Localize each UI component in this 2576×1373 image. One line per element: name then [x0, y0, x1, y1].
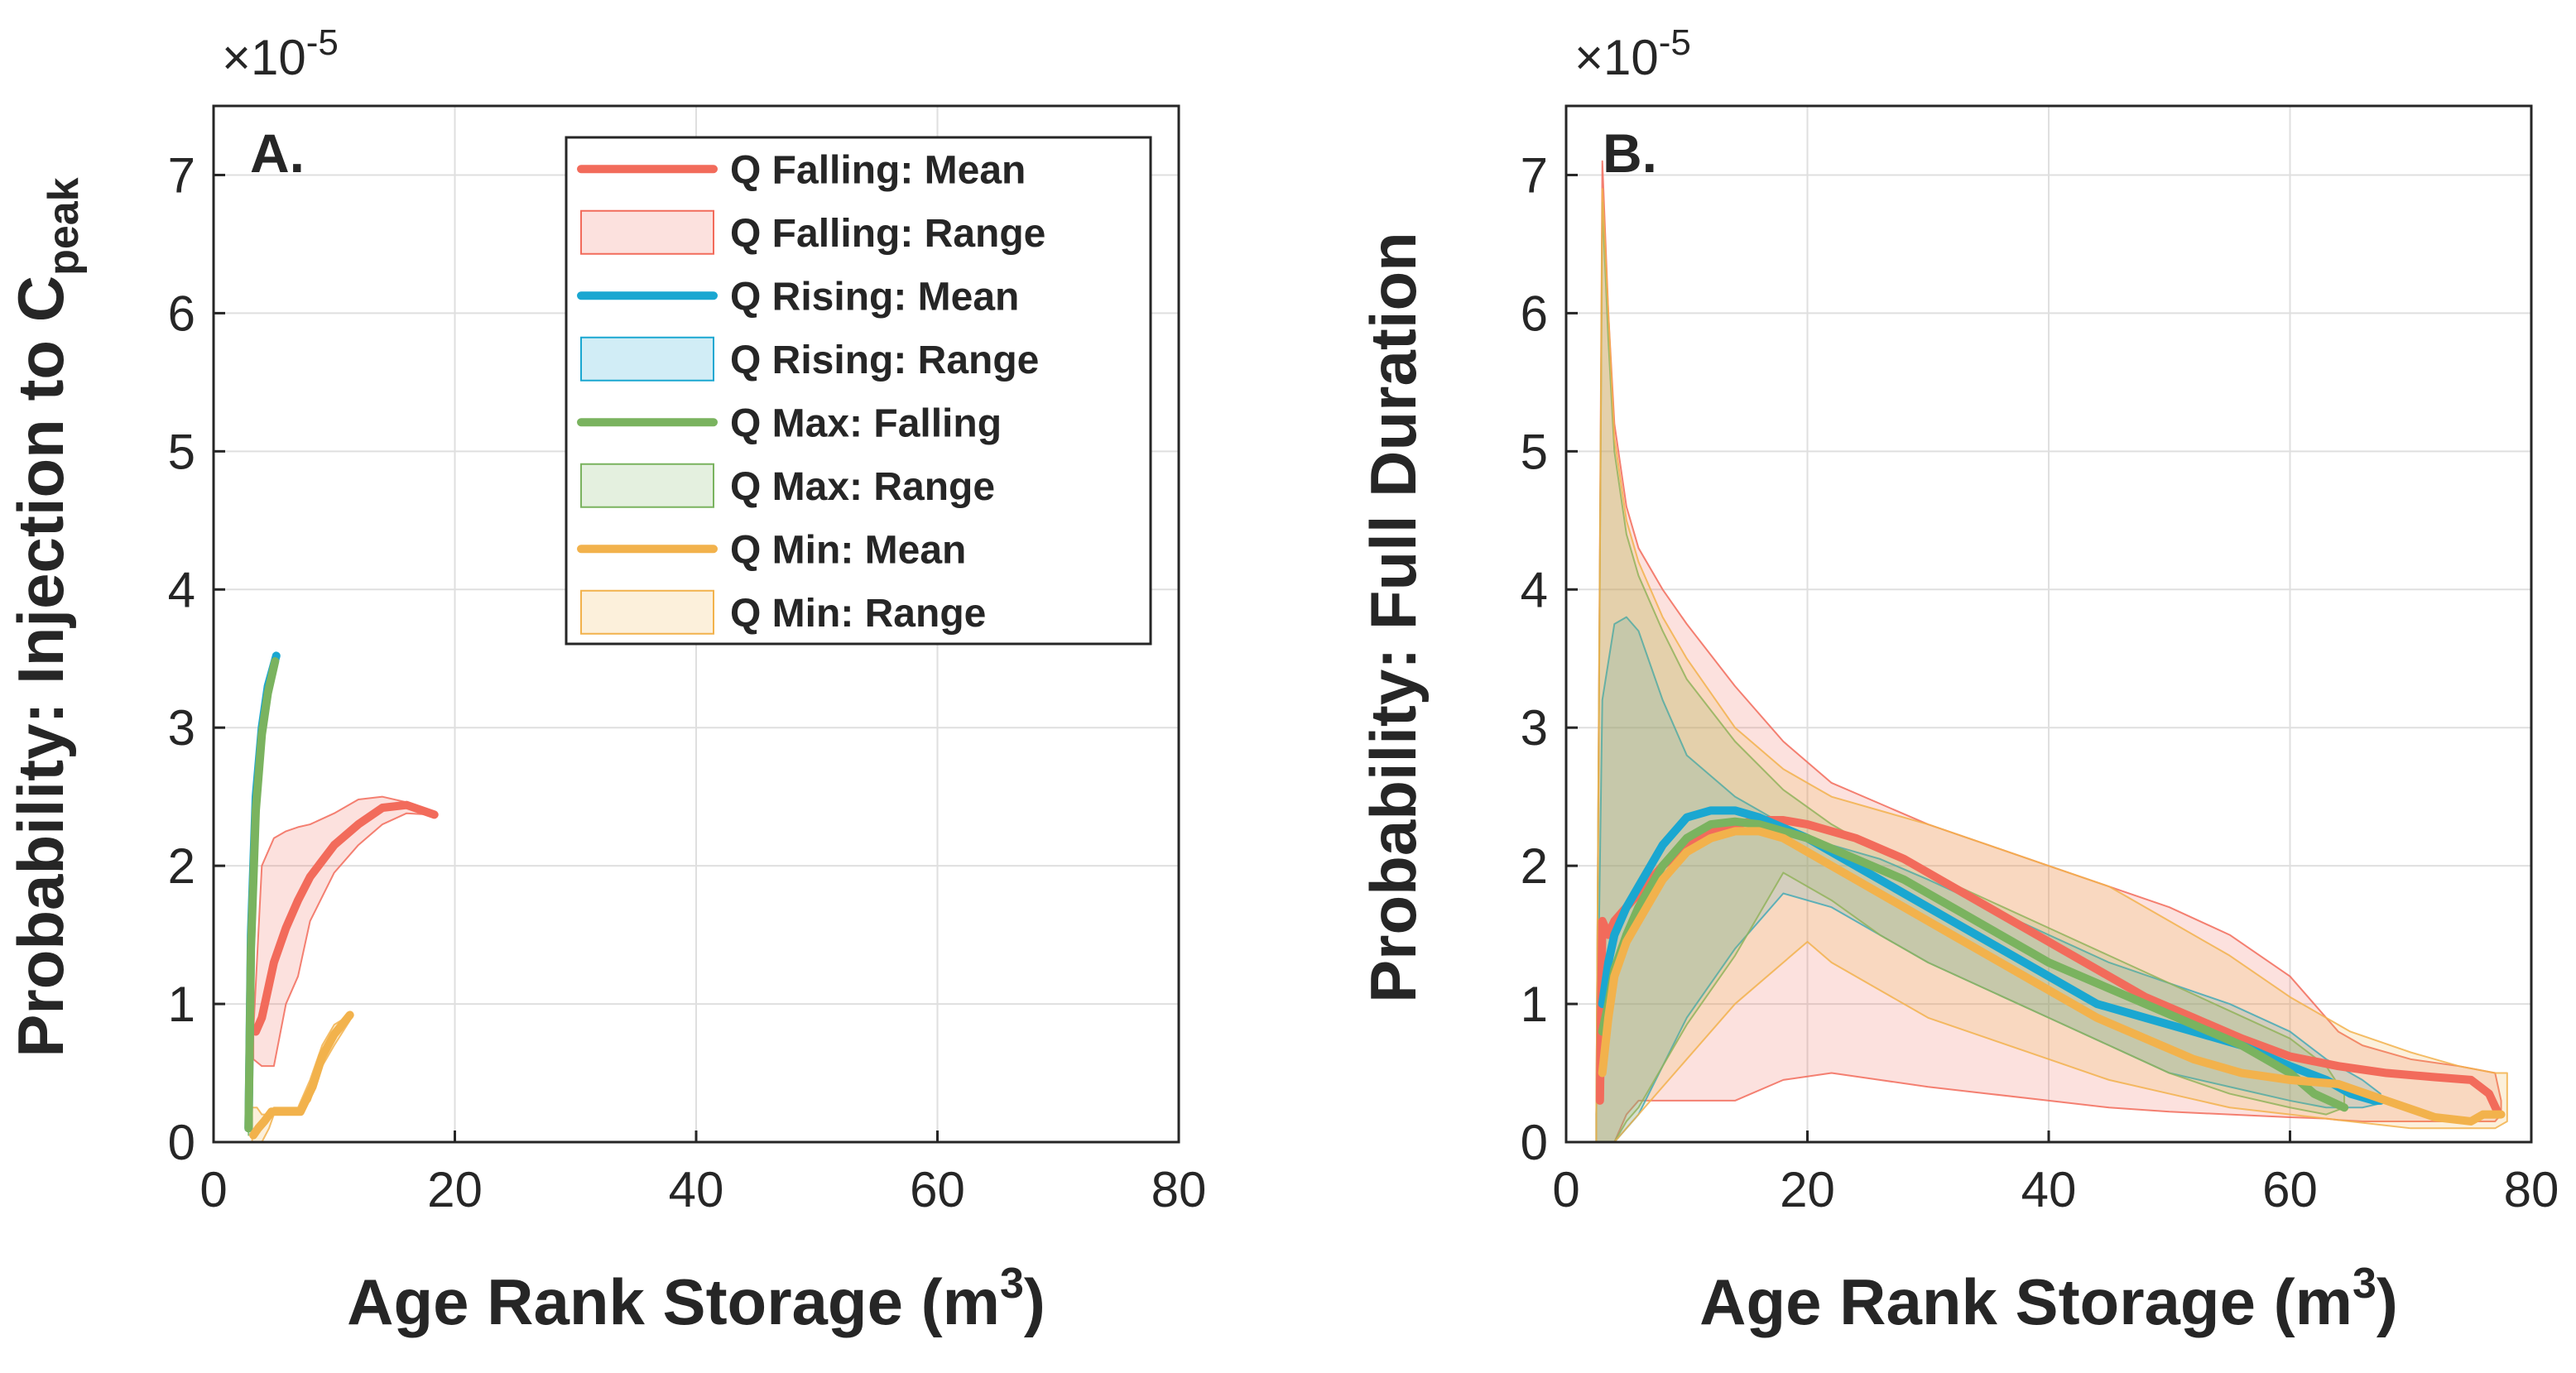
panel-b-x-axis-label-superscript: 3 — [2353, 1260, 2377, 1308]
panel-a-y-axis-label-subscript: peak — [40, 177, 88, 276]
panel-b: 0 20 40 60 80 0 1 2 3 4 5 6 7 B. ×10-5 Age Rank Stor… — [1357, 22, 2559, 1338]
panel-b-ticks: 0 20 40 60 80 0 1 2 3 4 5 6 7 — [1521, 147, 2559, 1217]
legend-label: Q Falling: Range — [730, 212, 1045, 256]
panel-b-y-multiplier: ×10-5 — [1574, 22, 1691, 85]
panel-b-x-axis-label: Age Rank Storage (m3) — [1699, 1260, 2398, 1338]
panel-a-y-multiplier: ×10-5 — [222, 22, 339, 85]
y-tick-label: 5 — [1521, 424, 1548, 479]
panel-a-x-axis-label-close: ) — [1024, 1265, 1045, 1338]
panel-b-y-axis-label: Probability: Full Duration — [1357, 232, 1430, 1003]
series-line-q-min-mean — [1598, 827, 2506, 1126]
legend-swatch-patch — [580, 209, 714, 255]
panel-a-data — [244, 651, 439, 1143]
panel-b-x-axis-label-close: ) — [2377, 1265, 2398, 1338]
y-tick-label: 0 — [1521, 1115, 1548, 1170]
legend-label: Q Min: Range — [730, 592, 986, 636]
x-tick-label: 0 — [1552, 1162, 1579, 1217]
y-tick-label: 7 — [1521, 147, 1548, 203]
y-tick-label: 1 — [1521, 977, 1548, 1032]
y-tick-label: 2 — [1521, 838, 1548, 894]
x-tick-label: 40 — [669, 1162, 724, 1217]
range-band-q-min-range — [1595, 188, 2508, 1143]
y-tick-label: 4 — [1521, 562, 1548, 617]
x-tick-label: 20 — [427, 1162, 483, 1217]
x-tick-label: 80 — [1151, 1162, 1207, 1217]
panel-a-x-axis-label-superscript: 3 — [1000, 1260, 1024, 1308]
legend-label: Q Max: Falling — [730, 401, 1002, 445]
y-tick-label: 7 — [168, 147, 195, 203]
legend-swatch-patch — [580, 589, 714, 635]
series-line-q-max-falling — [244, 657, 280, 1133]
panel-b-data — [1595, 160, 2508, 1143]
panel-a-legend: Q Falling: Mean Q Falling: Range Q Rising:… — [565, 136, 1152, 646]
panel-a-y-axis-label: Probability: Injection to Cpeak — [4, 177, 88, 1057]
x-tick-label: 60 — [2262, 1162, 2318, 1217]
y-tick-label: 2 — [168, 838, 195, 894]
y-tick-label: 5 — [168, 424, 195, 479]
panel-a: 0 20 40 60 80 0 1 2 3 4 5 6 7 A. ×10-5 Age Rank Stor… — [4, 22, 1206, 1338]
series-line-q-rising-mean — [1598, 806, 2385, 1105]
legend-swatch-patch — [580, 336, 714, 382]
x-tick-label: 80 — [2504, 1162, 2559, 1217]
x-tick-label: 0 — [199, 1162, 227, 1217]
panel-a-x-axis-label: Age Rank Storage (m3) — [347, 1260, 1045, 1338]
series-line-q-max-falling — [1598, 817, 2349, 1112]
y-tick-label: 6 — [1521, 286, 1548, 341]
legend-swatch-patch — [580, 463, 714, 508]
y-tick-label: 3 — [168, 700, 195, 756]
legend-box — [565, 136, 1152, 646]
y-tick-label: 6 — [168, 286, 195, 341]
panel-b-label: B. — [1603, 122, 1657, 184]
panel-b-y-multiplier-exponent: -5 — [1659, 22, 1691, 63]
y-tick-label: 3 — [1521, 700, 1548, 756]
panel-a-label: A. — [250, 122, 305, 184]
legend-label: Q Min: Mean — [730, 528, 966, 572]
legend-label: Q Max: Range — [730, 465, 995, 509]
x-tick-label: 20 — [1780, 1162, 1835, 1217]
series-line-q-min-mean — [249, 1011, 354, 1140]
x-tick-label: 40 — [2021, 1162, 2077, 1217]
y-tick-label: 0 — [168, 1115, 195, 1170]
y-tick-label: 1 — [168, 977, 195, 1032]
y-tick-label: 4 — [168, 562, 195, 617]
legend-label: Q Falling: Mean — [730, 148, 1026, 192]
legend-label: Q Rising: Mean — [730, 275, 1019, 319]
panel-a-ticks: 0 20 40 60 80 0 1 2 3 4 5 6 7 — [168, 147, 1207, 1217]
legend-label: Q Rising: Range — [730, 338, 1039, 382]
x-tick-label: 60 — [910, 1162, 965, 1217]
panel-a-y-multiplier-exponent: -5 — [306, 22, 339, 63]
series-line-q-falling-mean — [252, 800, 439, 1036]
